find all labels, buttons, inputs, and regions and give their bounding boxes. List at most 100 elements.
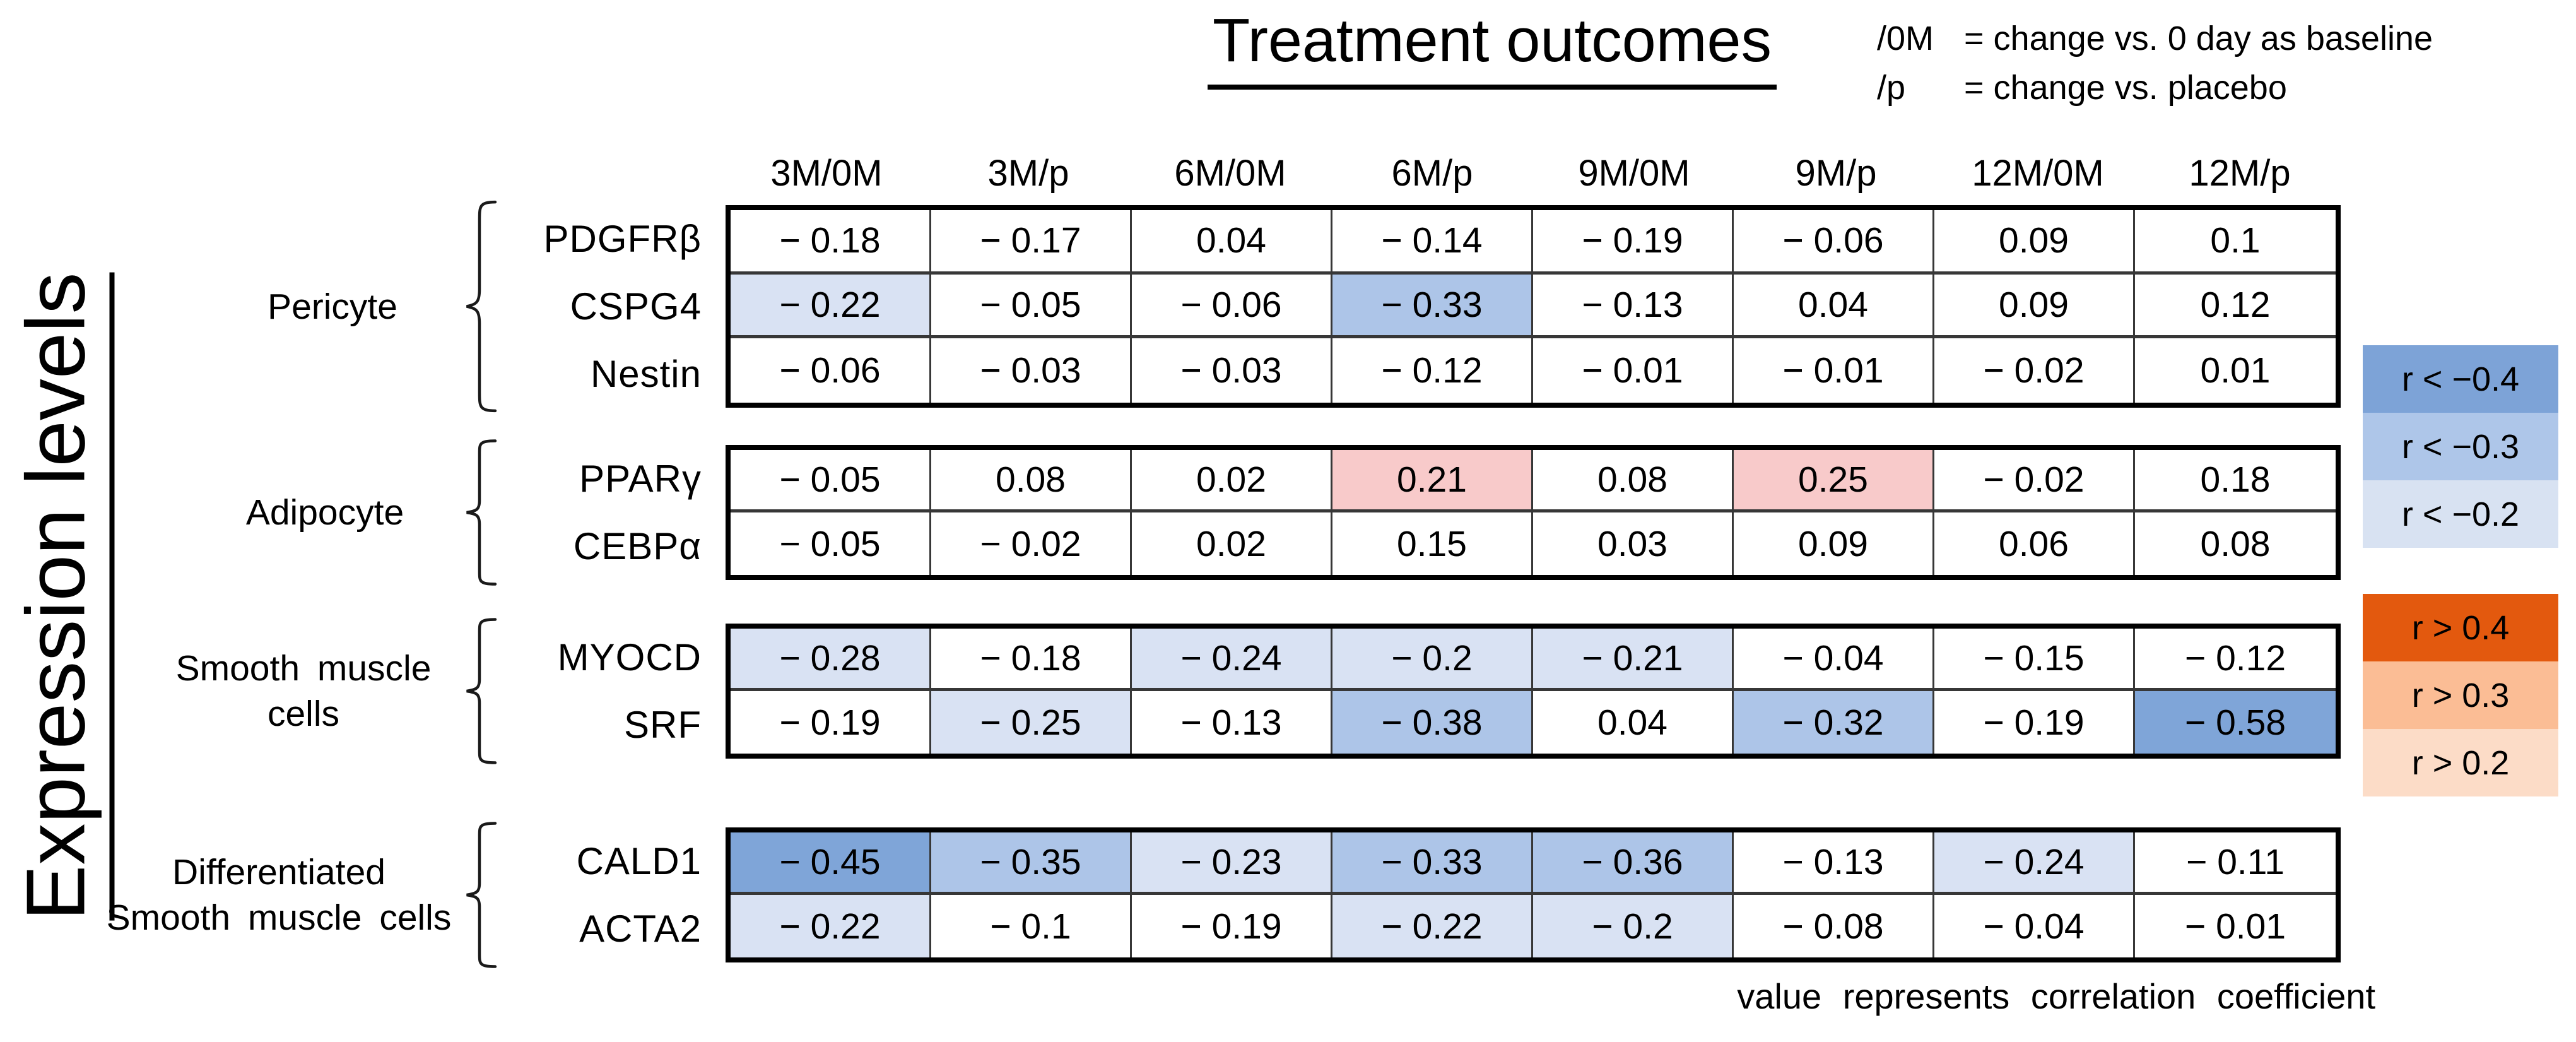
- gene-label: MYOCD: [557, 636, 702, 678]
- heatmap-cell: 0.09: [1734, 512, 1934, 575]
- heatmap-cell: − 0.33: [1332, 274, 1533, 339]
- column-header: 6M/0M: [1174, 153, 1286, 194]
- heatmap-cell: − 0.18: [731, 210, 931, 275]
- heatmap-cell: − 0.06: [1734, 210, 1934, 275]
- heatmap-cell: 0.02: [1132, 512, 1332, 575]
- heatmap-cell: 0.06: [1934, 512, 2135, 575]
- positive-correlation-legend: r > 0.4 r > 0.3 r > 0.2: [2363, 594, 2558, 796]
- heatmap-cell: 0.08: [2135, 512, 2336, 575]
- heatmap-cell: − 0.28: [731, 629, 931, 691]
- legend-item: r > 0.3: [2363, 661, 2558, 729]
- gene-label: SRF: [624, 704, 702, 746]
- heatmap-cell: − 0.02: [931, 512, 1132, 575]
- heatmap-cell: − 0.13: [1734, 832, 1934, 895]
- heatmap-cell: − 0.2: [1533, 895, 1734, 957]
- note-0m: /0M = change vs. 0 day as baseline: [1877, 14, 2433, 63]
- column-header: 3M/p: [987, 153, 1069, 194]
- heatmap-cell: − 0.02: [1934, 338, 2135, 403]
- note-p-text: = change vs. placebo: [1964, 69, 2287, 107]
- heatmap-cell: − 0.25: [931, 691, 1132, 754]
- heatmap-cell: − 0.04: [1934, 895, 2135, 957]
- heatmap-cell: − 0.06: [731, 338, 931, 403]
- heatmap-cell: − 0.02: [1934, 450, 2135, 512]
- gene-label: PPARγ: [579, 458, 702, 500]
- group-brace: [458, 199, 501, 414]
- gene-label: PDGFRβ: [543, 218, 702, 260]
- heatmap-cell: 0.08: [1533, 450, 1734, 512]
- heatmap-cell: − 0.24: [1934, 832, 2135, 895]
- heatmap-cell: − 0.05: [931, 274, 1132, 339]
- legend-item: r < −0.4: [2363, 345, 2558, 413]
- heatmap-grid: − 0.28− 0.18− 0.24− 0.2− 0.21− 0.04− 0.1…: [726, 624, 2341, 759]
- heatmap-cell: − 0.11: [2135, 832, 2336, 895]
- heatmap-cell: − 0.22: [731, 274, 931, 339]
- heatmap-cell: − 0.14: [1332, 210, 1533, 275]
- heatmap-cell: − 0.19: [1533, 210, 1734, 275]
- heatmap-cell: 0.15: [1332, 512, 1533, 575]
- heatmap-cell: − 0.45: [731, 832, 931, 895]
- heatmap-cell: − 0.01: [1734, 338, 1934, 403]
- column-headers: 3M/0M 3M/p 6M/0M 6M/p 9M/0M 9M/p 12M/0M 12M/p: [726, 139, 2341, 199]
- heatmap-cell: 0.01: [2135, 338, 2336, 403]
- heatmap-cell: − 0.36: [1533, 832, 1734, 895]
- abbreviation-notes: /0M = change vs. 0 day as baseline /p = …: [1877, 14, 2433, 112]
- heatmap-cell: − 0.03: [931, 338, 1132, 403]
- group-brace: [458, 617, 501, 765]
- heatmap-cell: 0.1: [2135, 210, 2336, 275]
- chart-title: Treatment outcomes: [1208, 5, 1777, 90]
- caption: value represents correlation coefficient: [1737, 976, 2375, 1016]
- heatmap-cell: − 0.06: [1132, 274, 1332, 339]
- heatmap-grid: − 0.18− 0.17 0.04− 0.14− 0.19− 0.06 0.09 0.…: [726, 205, 2341, 408]
- heatmap-cell: − 0.01: [1533, 338, 1734, 403]
- note-0m-text: = change vs. 0 day as baseline: [1964, 20, 2433, 57]
- heatmap-cell: − 0.19: [1132, 895, 1332, 957]
- column-header: 12M/0M: [1972, 153, 2104, 194]
- heatmap-cell: 0.02: [1132, 450, 1332, 512]
- column-header: 6M/p: [1391, 153, 1473, 194]
- heatmap-cell: − 0.22: [731, 895, 931, 957]
- column-header: 3M/0M: [770, 153, 883, 194]
- heatmap-cell: − 0.05: [731, 512, 931, 575]
- negative-correlation-legend: r < −0.4 r < −0.3 r < −0.2: [2363, 345, 2558, 548]
- gene-labels: PPARγ CEBPα: [0, 445, 702, 580]
- heatmap-cell: − 0.05: [731, 450, 931, 512]
- heatmap-cell: − 0.13: [1533, 274, 1734, 339]
- gene-labels: MYOCD SRF: [0, 624, 702, 759]
- heatmap-cell: 0.09: [1934, 274, 2135, 339]
- column-header: 12M/p: [2189, 153, 2291, 194]
- legend-item: r < −0.2: [2363, 480, 2558, 548]
- legend-item: r > 0.4: [2363, 594, 2558, 661]
- column-header: 9M/0M: [1578, 153, 1690, 194]
- heatmap-cell: − 0.23: [1132, 832, 1332, 895]
- heatmap-cell: − 0.18: [931, 629, 1132, 691]
- gene-label: CEBPα: [573, 525, 702, 567]
- heatmap-cell: − 0.32: [1734, 691, 1934, 754]
- heatmap-cell: 0.04: [1533, 691, 1734, 754]
- note-p-prefix: /p: [1877, 69, 1906, 107]
- heatmap-cell: − 0.01: [2135, 895, 2336, 957]
- note-p: /p = change vs. placebo: [1877, 63, 2433, 112]
- note-0m-prefix: /0M: [1877, 20, 1934, 57]
- gene-labels: CALD1 ACTA2: [0, 827, 702, 962]
- heatmap-cell: − 0.58: [2135, 691, 2336, 754]
- heatmap-cell: − 0.12: [2135, 629, 2336, 691]
- heatmap-cell: − 0.33: [1332, 832, 1533, 895]
- heatmap-cell: 0.12: [2135, 274, 2336, 339]
- heatmap-cell: − 0.13: [1132, 691, 1332, 754]
- legend-item: r > 0.2: [2363, 729, 2558, 796]
- heatmap-cell: 0.09: [1934, 210, 2135, 275]
- group-label: Smooth muscle cells: [175, 648, 432, 734]
- heatmap-cell: − 0.2: [1332, 629, 1533, 691]
- heatmap-cell: − 0.15: [1934, 629, 2135, 691]
- heatmap-cell: − 0.24: [1132, 629, 1332, 691]
- gene-label: CSPG4: [570, 285, 702, 328]
- heatmap-cell: − 0.21: [1533, 629, 1734, 691]
- group-label: Pericyte: [268, 286, 397, 327]
- group-label: Adipocyte: [245, 492, 404, 533]
- group-brace: [458, 439, 501, 586]
- heatmap-cell: − 0.03: [1132, 338, 1332, 403]
- heatmap-cell: 0.21: [1332, 450, 1533, 512]
- heatmap-cell: 0.08: [931, 450, 1132, 512]
- gene-label: CALD1: [576, 840, 702, 882]
